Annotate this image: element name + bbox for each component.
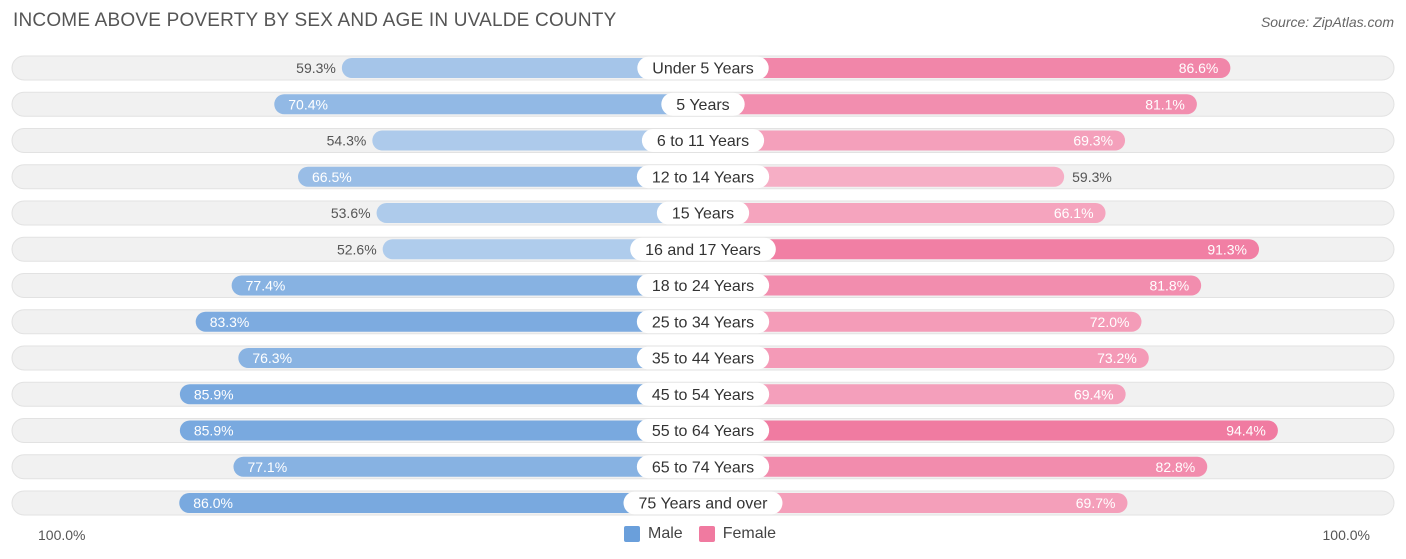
male-value-label: 70.4% [288, 96, 328, 112]
female-value-label: 81.8% [1149, 278, 1189, 294]
bar-male [195, 311, 703, 332]
male-value-label: 53.6% [331, 205, 371, 221]
male-value-label: 85.9% [194, 423, 234, 439]
bar-male [341, 58, 703, 78]
female-value-label: 73.2% [1097, 350, 1137, 366]
male-value-label: 83.3% [210, 314, 250, 330]
male-value-label: 85.9% [194, 386, 234, 402]
category-pill [636, 346, 770, 370]
legend-swatch-male [624, 526, 640, 542]
bar-male [376, 203, 703, 223]
female-value-label: 81.1% [1145, 96, 1185, 112]
bar-male [372, 130, 703, 151]
bar-female [703, 166, 1065, 187]
category-pill [636, 274, 770, 297]
category-pill [636, 455, 770, 479]
category-pill [636, 382, 770, 406]
bar-female [703, 203, 1106, 223]
male-value-label: 76.3% [252, 350, 292, 366]
chart-title: INCOME ABOVE POVERTY BY SEX AND AGE IN U… [13, 10, 617, 31]
legend-item-male: Male [624, 525, 683, 543]
male-value-label: 77.1% [247, 459, 287, 475]
male-value-label: 77.4% [246, 278, 286, 294]
category-label: 55 to 64 Years [652, 423, 754, 440]
category-pill [661, 92, 745, 116]
axis-left-label: 100.0% [38, 527, 86, 543]
bar-chart: 59.3% 86.6% Under 5 Years 70.4% 81.1% 5 Years… [11, 55, 1395, 516]
bar-female [703, 239, 1260, 260]
bar-female [703, 58, 1231, 78]
female-value-label: 69.4% [1074, 386, 1114, 402]
legend-item-female: Female [698, 525, 777, 543]
category-label: 75 Years and over [639, 496, 769, 513]
male-value-label: 59.3% [296, 60, 336, 76]
female-value-label: 86.6% [1179, 60, 1219, 76]
female-value-label: 82.8% [1156, 459, 1196, 475]
bar-male [233, 456, 703, 477]
male-value-label: 52.6% [337, 241, 377, 257]
female-value-label: 59.3% [1072, 169, 1112, 185]
category-label: 12 to 14 Years [652, 169, 754, 186]
legend: Male Female [624, 525, 792, 543]
category-pill [630, 237, 776, 261]
bar-male [298, 166, 703, 187]
female-value-label: 69.3% [1073, 133, 1113, 149]
category-pill [641, 129, 765, 152]
category-pill [656, 201, 750, 225]
female-value-label: 72.0% [1090, 314, 1130, 330]
legend-swatch-female [698, 526, 715, 542]
bar-male [179, 384, 703, 405]
bar-female [703, 456, 1208, 477]
legend-label-female: Female [722, 525, 777, 542]
source-label: Source: ZipAtlas.com [1260, 14, 1394, 30]
bar-female [703, 348, 1149, 368]
legend-label-male: Male [648, 525, 683, 542]
male-value-label: 66.5% [312, 169, 352, 185]
category-pill [636, 310, 770, 334]
bar-female [703, 311, 1142, 332]
category-label: 35 to 44 Years [652, 351, 754, 368]
bar-male [179, 420, 703, 441]
bar-female [703, 130, 1126, 151]
category-label: 5 Years [676, 97, 729, 114]
female-value-label: 69.7% [1076, 495, 1116, 511]
category-label: 6 to 11 Years [657, 133, 749, 150]
bar-male [238, 348, 703, 368]
bar-female [703, 275, 1202, 296]
category-label: 15 Years [672, 206, 734, 223]
male-value-label: 86.0% [193, 495, 233, 511]
female-value-label: 91.3% [1207, 241, 1247, 257]
category-pill [636, 419, 770, 442]
bar-male [231, 275, 703, 296]
category-label: Under 5 Years [652, 61, 753, 78]
female-value-label: 66.1% [1054, 205, 1094, 221]
category-label: 65 to 74 Years [652, 459, 754, 476]
bar-female [703, 94, 1197, 115]
axis-right-label: 100.0% [1322, 527, 1370, 543]
bar-male [179, 493, 703, 513]
bar-male [382, 239, 703, 260]
bar-female [703, 493, 1128, 513]
category-label: 18 to 24 Years [652, 278, 754, 295]
bar-female [703, 384, 1126, 405]
category-label: 45 to 54 Years [652, 387, 754, 404]
category-pill [623, 491, 783, 515]
bar-male [274, 94, 703, 115]
category-pill [636, 165, 770, 189]
female-value-label: 94.4% [1226, 423, 1266, 439]
male-value-label: 54.3% [327, 133, 367, 149]
category-pill [637, 56, 769, 80]
category-label: 25 to 34 Years [652, 314, 754, 331]
bar-female [703, 420, 1278, 441]
category-label: 16 and 17 Years [645, 242, 761, 259]
